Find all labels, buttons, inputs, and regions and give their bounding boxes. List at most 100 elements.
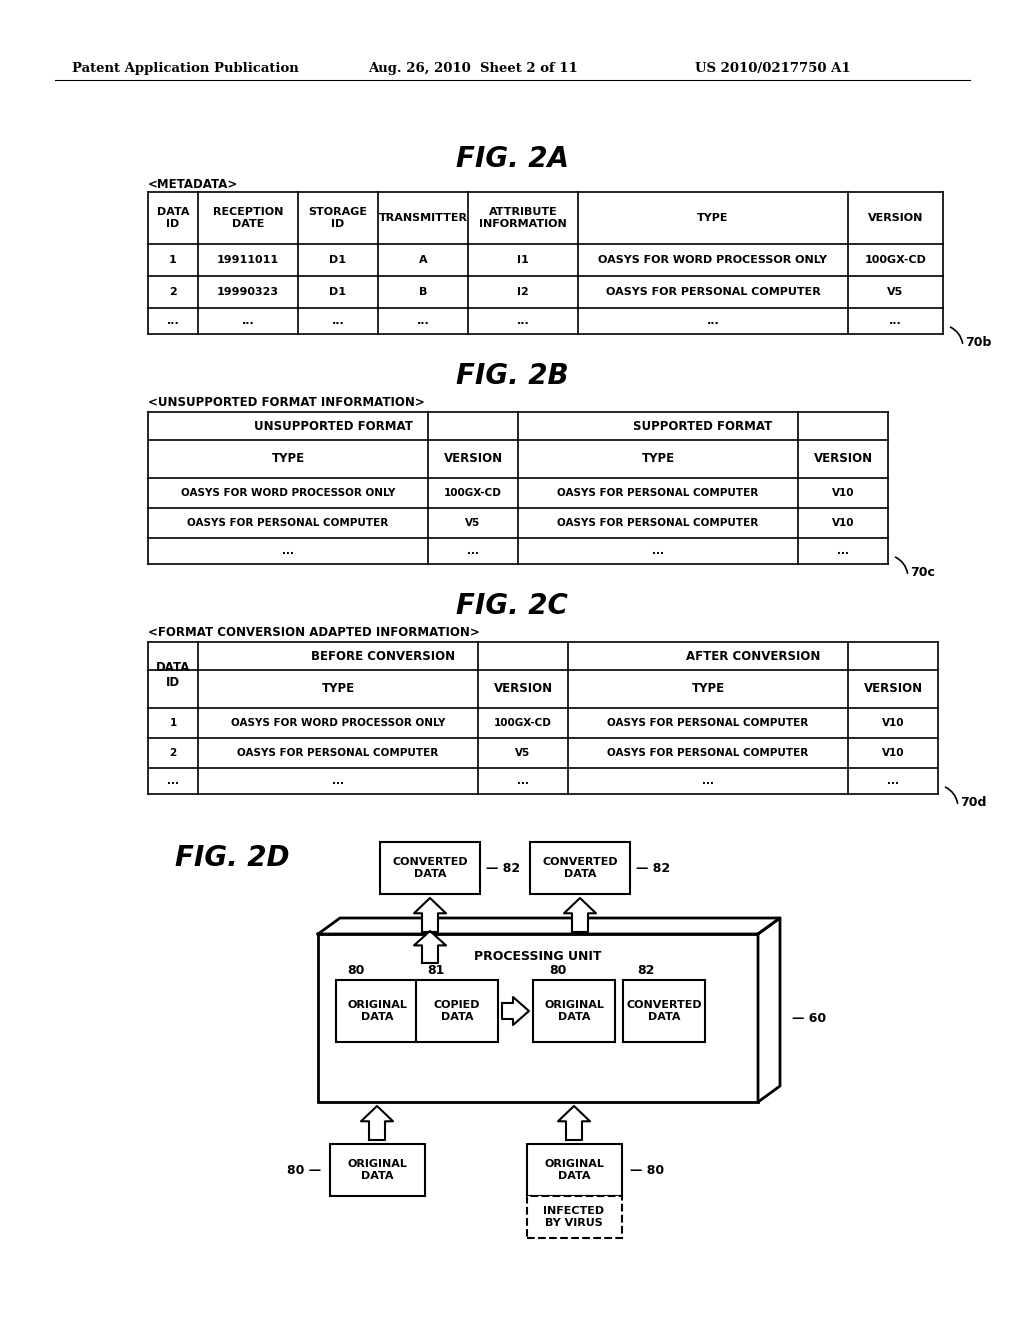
Text: 82: 82 [637, 964, 654, 977]
Text: Aug. 26, 2010  Sheet 2 of 11: Aug. 26, 2010 Sheet 2 of 11 [368, 62, 578, 75]
Text: VERSION: VERSION [494, 682, 553, 696]
Text: US 2010/0217750 A1: US 2010/0217750 A1 [695, 62, 851, 75]
Text: DATA
ID: DATA ID [156, 661, 190, 689]
Text: 19911011: 19911011 [217, 255, 280, 265]
FancyBboxPatch shape [416, 979, 498, 1041]
Text: STORAGE
ID: STORAGE ID [308, 207, 368, 228]
Text: 70c: 70c [910, 566, 935, 579]
Text: FIG. 2D: FIG. 2D [175, 843, 290, 873]
Text: — 80: — 80 [630, 1163, 664, 1176]
Text: ...: ... [702, 776, 714, 785]
FancyBboxPatch shape [623, 979, 705, 1041]
Text: OASYS FOR PERSONAL COMPUTER: OASYS FOR PERSONAL COMPUTER [605, 286, 820, 297]
Text: 80: 80 [347, 964, 365, 977]
Text: 100GX-CD: 100GX-CD [494, 718, 552, 729]
Text: OASYS FOR WORD PROCESSOR ONLY: OASYS FOR WORD PROCESSOR ONLY [230, 718, 445, 729]
Text: OASYS FOR WORD PROCESSOR ONLY: OASYS FOR WORD PROCESSOR ONLY [598, 255, 827, 265]
Text: ...: ... [332, 315, 344, 326]
Polygon shape [318, 917, 780, 935]
Text: VERSION: VERSION [443, 453, 503, 466]
Text: 81: 81 [427, 964, 444, 977]
Text: UNSUPPORTED FORMAT: UNSUPPORTED FORMAT [254, 420, 413, 433]
Text: ...: ... [332, 776, 344, 785]
Text: ...: ... [417, 315, 429, 326]
Polygon shape [758, 917, 780, 1102]
Text: 100GX-CD: 100GX-CD [864, 255, 927, 265]
FancyBboxPatch shape [534, 979, 615, 1041]
Text: OASYS FOR PERSONAL COMPUTER: OASYS FOR PERSONAL COMPUTER [187, 517, 389, 528]
Text: ...: ... [517, 776, 529, 785]
Text: ...: ... [467, 546, 479, 556]
Text: RECEPTION
DATE: RECEPTION DATE [213, 207, 284, 228]
Text: Patent Application Publication: Patent Application Publication [72, 62, 299, 75]
Text: FIG. 2C: FIG. 2C [456, 591, 568, 620]
Text: V10: V10 [882, 748, 904, 758]
Text: 2: 2 [169, 286, 177, 297]
Text: OASYS FOR PERSONAL COMPUTER: OASYS FOR PERSONAL COMPUTER [607, 748, 809, 758]
Text: CONVERTED
DATA: CONVERTED DATA [627, 1001, 701, 1022]
Text: OASYS FOR PERSONAL COMPUTER: OASYS FOR PERSONAL COMPUTER [607, 718, 809, 729]
Text: TYPE: TYPE [691, 682, 725, 696]
Text: DATA
ID: DATA ID [157, 207, 189, 228]
Text: CONVERTED
DATA: CONVERTED DATA [542, 857, 617, 879]
Text: 2: 2 [169, 748, 176, 758]
Text: — 82: — 82 [636, 862, 670, 874]
Text: SUPPORTED FORMAT: SUPPORTED FORMAT [634, 420, 773, 433]
Text: ...: ... [887, 776, 899, 785]
Text: V5: V5 [515, 748, 530, 758]
Text: INFECTED
BY VIRUS: INFECTED BY VIRUS [544, 1206, 604, 1228]
Text: OASYS FOR WORD PROCESSOR ONLY: OASYS FOR WORD PROCESSOR ONLY [181, 488, 395, 498]
Text: ...: ... [517, 315, 529, 326]
FancyBboxPatch shape [336, 979, 418, 1041]
Text: V10: V10 [831, 517, 854, 528]
Text: ...: ... [242, 315, 254, 326]
Text: TYPE: TYPE [641, 453, 675, 466]
Text: <FORMAT CONVERSION ADAPTED INFORMATION>: <FORMAT CONVERSION ADAPTED INFORMATION> [148, 626, 480, 639]
Text: ORIGINAL
DATA: ORIGINAL DATA [544, 1001, 604, 1022]
Text: <METADATA>: <METADATA> [148, 178, 239, 191]
Text: 19990323: 19990323 [217, 286, 279, 297]
Text: ATTRIBUTE
INFORMATION: ATTRIBUTE INFORMATION [479, 207, 567, 228]
Polygon shape [558, 1106, 590, 1140]
Polygon shape [564, 898, 596, 932]
Polygon shape [414, 898, 446, 932]
Text: TYPE: TYPE [697, 213, 729, 223]
Text: 80: 80 [549, 964, 566, 977]
Text: AFTER CONVERSION: AFTER CONVERSION [686, 649, 820, 663]
Text: V10: V10 [831, 488, 854, 498]
Text: <UNSUPPORTED FORMAT INFORMATION>: <UNSUPPORTED FORMAT INFORMATION> [148, 396, 425, 409]
Text: VERSION: VERSION [863, 682, 923, 696]
Text: OASYS FOR PERSONAL COMPUTER: OASYS FOR PERSONAL COMPUTER [557, 517, 759, 528]
Text: CONVERTED
DATA: CONVERTED DATA [392, 857, 468, 879]
Text: OASYS FOR PERSONAL COMPUTER: OASYS FOR PERSONAL COMPUTER [238, 748, 438, 758]
Polygon shape [414, 931, 446, 964]
Text: 70d: 70d [961, 796, 986, 809]
Text: VERSION: VERSION [813, 453, 872, 466]
Text: 1: 1 [169, 255, 177, 265]
Text: 70b: 70b [965, 337, 991, 348]
Text: I1: I1 [517, 255, 528, 265]
Text: 100GX-CD: 100GX-CD [444, 488, 502, 498]
Text: TYPE: TYPE [322, 682, 354, 696]
Text: — 60: — 60 [792, 1011, 826, 1024]
Text: ...: ... [167, 776, 179, 785]
Text: D1: D1 [330, 286, 346, 297]
FancyBboxPatch shape [318, 935, 758, 1102]
Text: PROCESSING UNIT: PROCESSING UNIT [474, 950, 602, 964]
Text: TRANSMITTER: TRANSMITTER [379, 213, 468, 223]
Text: B: B [419, 286, 427, 297]
Text: V10: V10 [882, 718, 904, 729]
Text: D1: D1 [330, 255, 346, 265]
Text: I2: I2 [517, 286, 528, 297]
Text: ORIGINAL
DATA: ORIGINAL DATA [347, 1159, 407, 1181]
Text: ...: ... [282, 546, 294, 556]
FancyBboxPatch shape [380, 842, 480, 894]
Text: TYPE: TYPE [271, 453, 304, 466]
Text: V5: V5 [465, 517, 480, 528]
Text: COPIED
DATA: COPIED DATA [434, 1001, 480, 1022]
Text: ...: ... [889, 315, 902, 326]
Text: ...: ... [652, 546, 664, 556]
Text: A: A [419, 255, 427, 265]
Text: ORIGINAL
DATA: ORIGINAL DATA [544, 1159, 604, 1181]
Text: BEFORE CONVERSION: BEFORE CONVERSION [311, 649, 455, 663]
